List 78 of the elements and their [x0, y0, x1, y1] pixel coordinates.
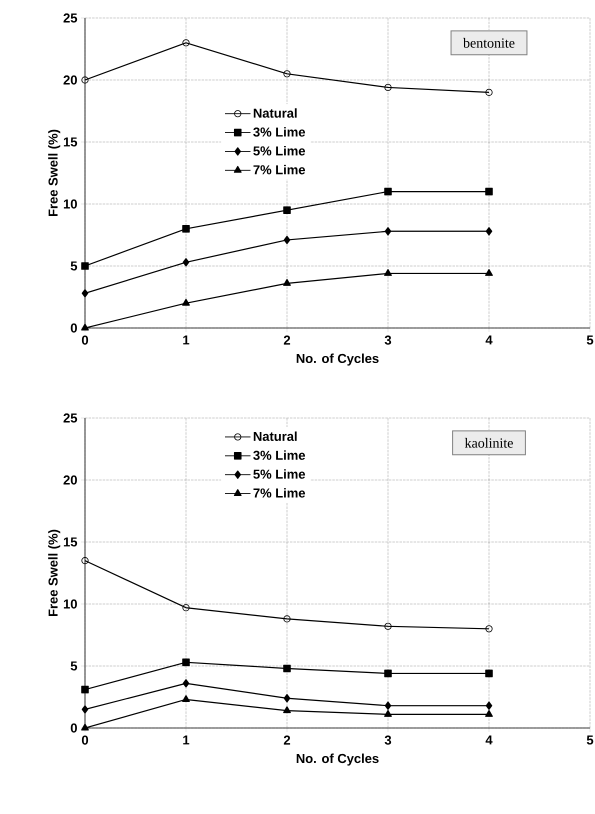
point: [284, 694, 290, 702]
legend-label: Natural: [254, 431, 297, 441]
point: [384, 622, 392, 630]
x-axis-title: No. of Cycles: [296, 354, 379, 366]
y-tick-label: 20: [64, 475, 77, 485]
point: [283, 278, 291, 286]
point: [81, 262, 89, 270]
point: [485, 625, 493, 632]
point: [384, 84, 392, 92]
legend-label: Natural: [254, 108, 297, 118]
point: [384, 188, 392, 196]
point: [485, 88, 493, 96]
y-axis-title: Free Swell (%): [48, 130, 60, 216]
point: [182, 258, 190, 266]
annotation: kaolinite: [464, 438, 513, 448]
y-tick-label: 5: [70, 261, 78, 271]
legend-label: 7% Lime: [254, 164, 306, 174]
point: [82, 705, 88, 714]
point: [384, 710, 392, 717]
point: [81, 324, 89, 330]
x-tick-label: 1: [183, 336, 190, 344]
y-axis-title: Free Swell (%): [48, 530, 60, 616]
point: [182, 298, 190, 306]
y-tick-label: 20: [64, 75, 77, 85]
annotation: bentonite: [463, 38, 514, 48]
point: [384, 269, 392, 276]
y-tick-label: 15: [64, 537, 78, 547]
point: [182, 658, 190, 666]
x-tick-label: 4: [486, 336, 493, 344]
point: [182, 225, 190, 233]
x-tick-label: 4: [486, 736, 493, 744]
x-tick-label: 2: [284, 736, 290, 745]
x-tick-label: 1: [183, 736, 190, 744]
point: [485, 269, 493, 276]
point: [82, 289, 88, 298]
point: [384, 702, 392, 710]
point: [284, 236, 290, 244]
y-tick-label: 0: [70, 723, 77, 733]
point: [283, 206, 291, 214]
point: [182, 604, 190, 612]
point: [283, 664, 291, 672]
point: [182, 39, 190, 46]
legend-label: 5% Lime: [253, 469, 306, 479]
legend-label: 7% Lime: [254, 488, 306, 498]
y-tick-label: 15: [64, 137, 78, 147]
point: [486, 227, 492, 236]
legend-label: 3% Lime: [253, 450, 306, 460]
point: [81, 557, 89, 564]
point: [81, 686, 89, 694]
point: [384, 227, 392, 236]
point: [485, 670, 493, 678]
x-tick-label: 2: [284, 336, 290, 345]
y-tick-label: 25: [64, 13, 78, 23]
point: [81, 76, 89, 84]
x-axis-title: No. of Cycles: [296, 754, 379, 766]
x-tick-label: 3: [384, 736, 392, 745]
point: [384, 670, 392, 678]
point: [182, 695, 190, 702]
legend-label: 3% Lime: [253, 127, 306, 137]
point: [182, 679, 190, 688]
point: [485, 188, 493, 196]
point: [283, 70, 291, 78]
y-tick-label: 0: [70, 323, 77, 333]
x-tick-label: 0: [82, 336, 88, 345]
point: [486, 702, 492, 710]
y-tick-label: 25: [64, 413, 78, 423]
point: [81, 724, 89, 730]
y-tick-label: 5: [70, 661, 78, 671]
x-tick-label: 5: [586, 736, 594, 745]
x-tick-label: 0: [82, 736, 88, 745]
x-tick-label: 3: [384, 336, 392, 345]
point: [283, 615, 291, 622]
y-tick-label: 10: [64, 199, 77, 209]
x-tick-label: 5: [586, 336, 594, 345]
point: [485, 710, 493, 717]
legend-label: 5% Lime: [253, 146, 306, 156]
y-tick-label: 10: [64, 599, 77, 609]
point: [283, 706, 291, 714]
